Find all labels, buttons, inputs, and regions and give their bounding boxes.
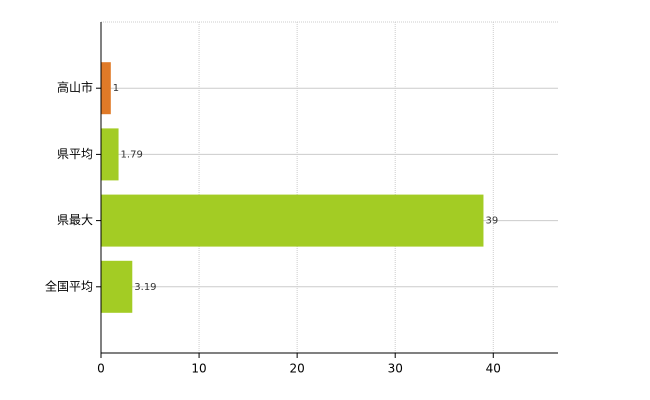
y-tick-label: 県平均 [57,147,93,161]
value-label: 39 [485,216,498,227]
value-label: 1 [113,83,119,94]
x-tick-label: 40 [486,362,501,376]
x-tick-label: 0 [97,362,105,376]
x-tick-label: 10 [191,362,206,376]
bar [101,128,119,181]
y-tick-label: 県最大 [57,213,93,227]
bar [101,260,133,313]
y-tick-label: 高山市 [57,80,93,95]
x-tick-label: 30 [388,362,403,376]
x-tick-label: 20 [289,362,304,376]
value-label: 1.79 [121,149,143,160]
bar [101,194,484,247]
value-label: 3.19 [134,282,156,293]
bar [101,62,111,115]
y-tick-label: 全国平均 [45,278,93,293]
